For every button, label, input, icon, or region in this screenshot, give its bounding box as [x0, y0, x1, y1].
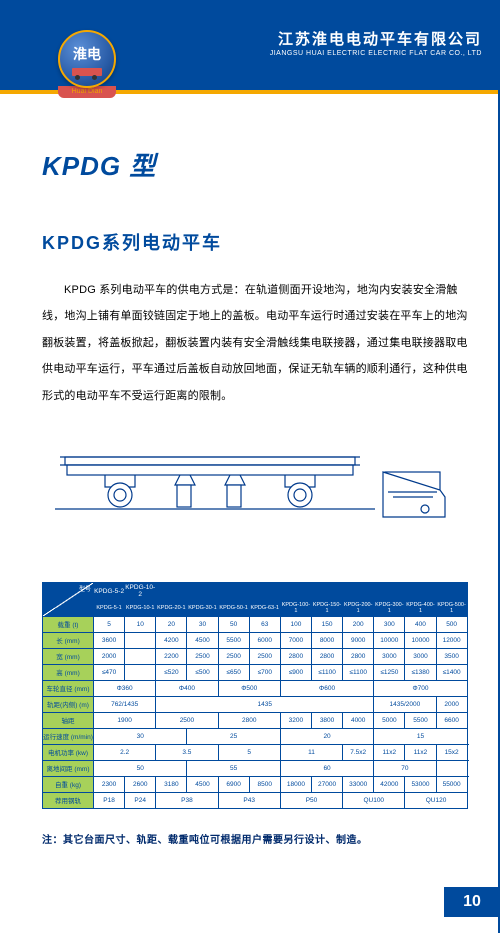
product-diagram: [42, 437, 468, 552]
section-title: KPDG系列电动平车: [42, 229, 468, 255]
company-name-en: JIANGSU HUAI ELECTRIC ELECTRIC FLAT CAR …: [270, 50, 482, 57]
logo-text: 淮电: [60, 44, 114, 64]
description-paragraph: KPDG 系列电动平车的供电方式是：在轨道侧面开设地沟，地沟内安装安全滑触线，地…: [42, 277, 468, 409]
logo: 淮电 Huai Dian: [58, 30, 116, 102]
spec-table: 型号KPDG-5-2KPDG-10-2KPDG-5-1KPDG-10-1KPDG…: [42, 582, 468, 809]
page-number: 10: [444, 887, 500, 917]
page-title: KPDG 型: [42, 146, 468, 183]
company-name-cn: 江苏淮电电动平车有限公司: [278, 28, 482, 49]
footnote: 注：其它台面尺寸、轨距、载重吨位可根据用户需要另行设计、制造。: [42, 831, 468, 846]
